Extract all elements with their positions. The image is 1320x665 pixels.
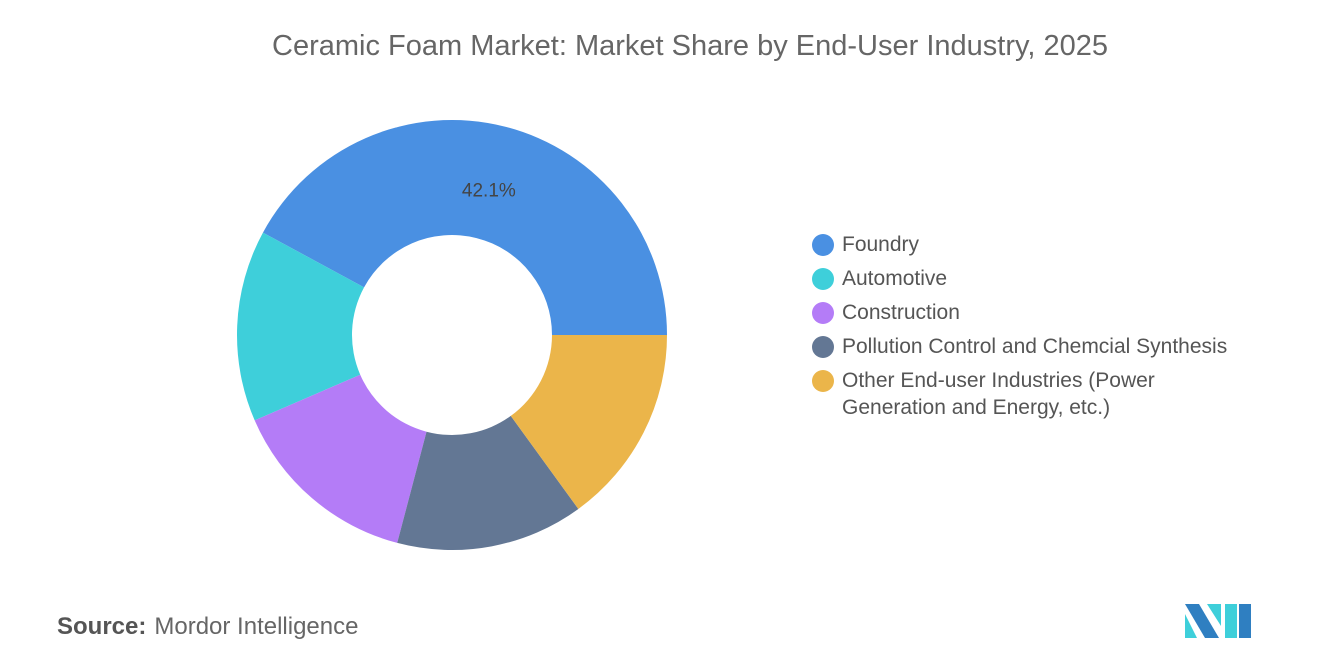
legend-swatch	[812, 268, 834, 290]
source: Source: Mordor Intelligence	[57, 613, 358, 641]
legend-label: Construction	[842, 301, 960, 324]
data-label-0: 42.1%	[462, 181, 516, 202]
legend: Foundry Automotive Construction Pollution C…	[812, 231, 1272, 428]
legend-label: Foundry	[842, 233, 920, 256]
donut-slice-1	[236, 232, 365, 421]
donut-slice-2	[254, 374, 427, 543]
source-label: Source:	[57, 613, 147, 640]
legend-item: Other End-user Industries (Power Generat…	[812, 367, 1272, 421]
mordor-logo	[1185, 604, 1251, 638]
legend-swatch	[812, 370, 834, 392]
donut-slice-0	[262, 119, 667, 335]
legend-item: Foundry	[812, 231, 1272, 258]
legend-item: Automotive	[812, 265, 1272, 292]
chart-title: Ceramic Foam Market: Market Share by End…	[272, 30, 1108, 62]
legend-swatch	[812, 302, 834, 324]
legend-swatch	[812, 336, 834, 358]
legend-label: Other End-user Industries (Power Generat…	[842, 369, 1155, 419]
legend-label: Automotive	[842, 267, 948, 290]
donut-slice-4	[510, 335, 667, 509]
legend-swatch	[812, 234, 834, 256]
legend-item: Pollution Control and Chemcial Synthesis	[812, 333, 1272, 360]
donut-chart: 42.1%	[236, 119, 667, 550]
legend-label: Pollution Control and Chemcial Synthesis	[842, 335, 1228, 358]
legend-item: Construction	[812, 299, 1272, 326]
source-value: Mordor Intelligence	[154, 613, 359, 640]
donut-slice-3	[397, 415, 579, 550]
